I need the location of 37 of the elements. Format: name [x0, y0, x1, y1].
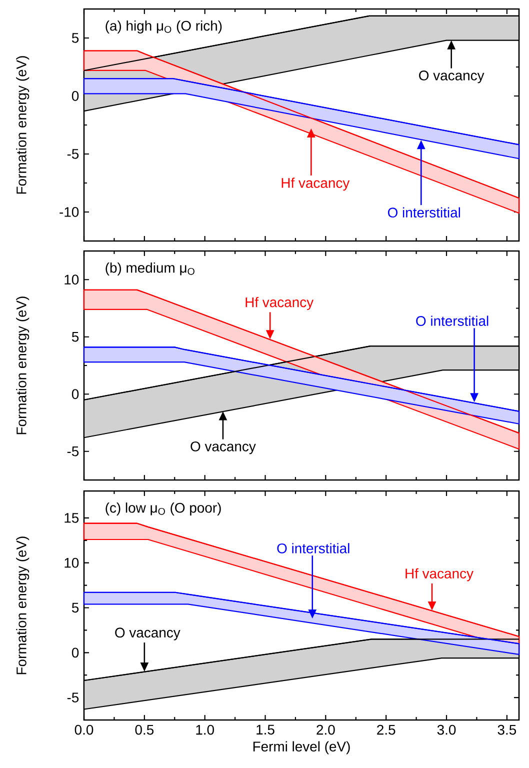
x-tick-label: 3.0 [437, 724, 456, 735]
x-tick-label: 2.5 [377, 724, 396, 735]
annotation: O interstitial [277, 543, 350, 554]
y-tick-label: 5 [72, 332, 79, 342]
text: (c) low μ$_{O}$ (O poor) [106, 502, 221, 516]
y-tick-label: 5 [72, 33, 79, 43]
annotation: Hf vacancy [246, 296, 314, 310]
y-tick-label: 0 [72, 389, 79, 400]
y-tick-label: -5 [67, 149, 79, 159]
x-axis-title: Fermi level (eV) [253, 741, 350, 754]
y-tick-label: -5 [67, 446, 79, 456]
x-tick-label: 0.5 [135, 724, 154, 735]
y-tick-label: 15 [64, 513, 79, 523]
annotation: Hf vacancy [282, 178, 350, 191]
y-tick-label: 0 [72, 91, 79, 101]
annotation: Hf vacancy [406, 568, 474, 582]
y-axis-title: Formation energy (eV) [16, 536, 30, 674]
y-tick-label: 5 [72, 602, 79, 613]
text: (a) high μ$_{O}$ (O rich) [106, 20, 222, 34]
annotation: O vacancy [419, 70, 484, 84]
y-tick-label: 10 [64, 558, 79, 568]
y-tick-label: 10 [64, 274, 79, 285]
x-tick-label: 2.0 [316, 724, 335, 735]
x-tick-label: 1.5 [256, 724, 274, 735]
x-tick-label: 0.0 [74, 724, 94, 735]
annotation: O vacancy [190, 441, 256, 454]
y-tick-label: 0 [72, 648, 79, 658]
annotation: O interstitial [388, 207, 460, 218]
y-axis-title: Formation energy (eV) [16, 56, 30, 194]
x-tick-label: 3.5 [498, 724, 516, 735]
annotation: O vacancy [115, 628, 180, 640]
y-tick-label: -5 [67, 692, 79, 702]
y-axis-title: Formation energy (eV) [16, 296, 30, 434]
x-tick-label: 1.0 [196, 724, 214, 735]
y-tick-label: -10 [60, 207, 79, 217]
text: (b) medium μ$_{O}$ [106, 262, 194, 276]
annotation: O interstitial [416, 316, 488, 326]
